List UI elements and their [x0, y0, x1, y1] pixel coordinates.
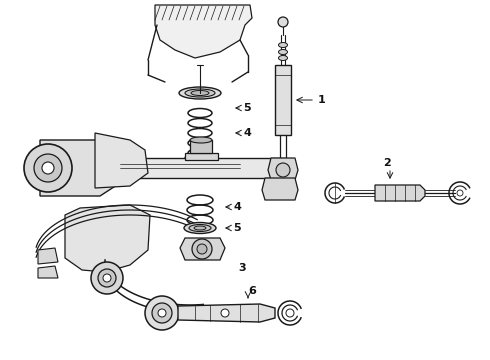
Circle shape: [158, 309, 166, 317]
Text: 4: 4: [243, 128, 251, 138]
Polygon shape: [190, 140, 212, 153]
Circle shape: [42, 162, 54, 174]
Ellipse shape: [191, 90, 209, 95]
Text: 1: 1: [318, 95, 326, 105]
Circle shape: [192, 239, 212, 259]
Polygon shape: [38, 266, 58, 278]
Circle shape: [145, 296, 179, 330]
Circle shape: [24, 144, 72, 192]
Polygon shape: [155, 5, 252, 58]
Circle shape: [98, 269, 116, 287]
Polygon shape: [275, 65, 291, 135]
Polygon shape: [180, 238, 225, 260]
Text: 6: 6: [248, 286, 256, 296]
Polygon shape: [95, 133, 148, 188]
Text: 2: 2: [383, 158, 391, 168]
Ellipse shape: [278, 55, 288, 60]
Circle shape: [197, 244, 207, 254]
Circle shape: [103, 274, 111, 282]
Circle shape: [278, 17, 288, 27]
Circle shape: [276, 163, 290, 177]
Polygon shape: [38, 248, 58, 264]
Polygon shape: [178, 304, 275, 322]
Ellipse shape: [190, 155, 210, 161]
Text: 4: 4: [233, 202, 241, 212]
Ellipse shape: [184, 222, 216, 234]
Polygon shape: [40, 140, 120, 196]
Ellipse shape: [185, 89, 215, 97]
Polygon shape: [65, 205, 150, 272]
Circle shape: [152, 303, 172, 323]
Ellipse shape: [278, 42, 288, 48]
Ellipse shape: [185, 153, 215, 163]
Polygon shape: [185, 153, 218, 160]
Ellipse shape: [194, 226, 206, 230]
Text: 5: 5: [243, 103, 250, 113]
Ellipse shape: [190, 137, 212, 143]
Ellipse shape: [189, 225, 211, 231]
Ellipse shape: [278, 50, 288, 54]
Polygon shape: [375, 185, 425, 201]
Ellipse shape: [179, 87, 221, 99]
Circle shape: [91, 262, 123, 294]
Circle shape: [221, 309, 229, 317]
Polygon shape: [268, 158, 298, 180]
Polygon shape: [55, 158, 285, 178]
Circle shape: [34, 154, 62, 182]
Polygon shape: [262, 178, 298, 200]
Text: 5: 5: [233, 223, 241, 233]
Text: 3: 3: [238, 263, 245, 273]
